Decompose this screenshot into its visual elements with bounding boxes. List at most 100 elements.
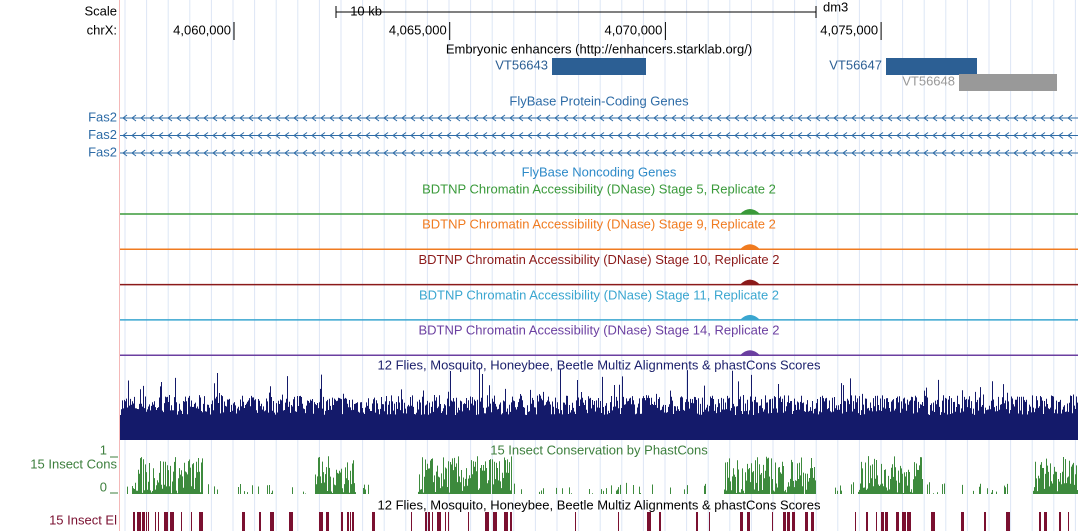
side-label: 15 Insect Cons — [30, 456, 117, 471]
axis-max: 1 — [100, 442, 107, 457]
track-title: BDTNP Chromatin Accessibility (DNase) St… — [419, 287, 779, 302]
axis-min: 0 — [100, 479, 107, 494]
conserved-element — [866, 512, 868, 531]
side-label: 15 Insect El — [49, 512, 117, 527]
conserved-element — [270, 512, 274, 531]
conserved-element — [961, 512, 964, 531]
conserved-element — [350, 512, 351, 531]
track-title: FlyBase Noncoding Genes — [522, 164, 677, 179]
conserved-element — [787, 512, 790, 531]
conserved-element — [618, 512, 619, 531]
signal-peak — [740, 350, 760, 356]
conserved-element — [984, 512, 986, 531]
conserved-element — [155, 512, 156, 531]
multiz-signal — [120, 367, 1078, 440]
enhancer — [959, 74, 1057, 91]
conserved-element — [352, 512, 354, 531]
ruler-tick-label: 4,065,000 — [389, 22, 447, 37]
conserved-element — [876, 512, 877, 531]
gene-label: Fas2 — [88, 127, 117, 142]
conserved-element — [575, 512, 576, 531]
track-title: BDTNP Chromatin Accessibility (DNase) St… — [418, 323, 779, 338]
conserved-element — [425, 512, 427, 531]
conserved-element — [158, 512, 159, 531]
assembly: dm3 — [823, 0, 848, 14]
conserved-element — [805, 512, 808, 531]
conserved-element — [259, 512, 261, 531]
conserved-element — [326, 512, 329, 531]
conserved-element — [372, 512, 375, 531]
conserved-element — [485, 512, 489, 531]
enhancer-label: VT56648 — [902, 73, 955, 88]
conserved-element — [659, 512, 661, 531]
conserved-element — [493, 512, 497, 531]
conserved-element — [199, 512, 203, 531]
ruler-tick-label: 4,060,000 — [173, 22, 231, 37]
conserved-element — [931, 512, 935, 531]
gene-strand — [122, 132, 1073, 139]
signal-peak — [740, 279, 760, 285]
conserved-element — [740, 512, 743, 531]
signal-peak — [740, 314, 760, 320]
track-title: BDTNP Chromatin Accessibility (DNase) St… — [422, 181, 776, 196]
conserved-element — [1006, 512, 1010, 531]
conserved-element — [855, 512, 856, 531]
conserved-element — [432, 512, 433, 531]
conserved-element — [709, 512, 710, 531]
signal-peak — [740, 209, 760, 214]
track-title: 15 Insect Conservation by PhastCons — [490, 442, 708, 457]
conserved-element — [907, 512, 911, 531]
phastcons-signal — [127, 456, 1078, 494]
track-title: 12 Flies, Mosquito, Honeybee, Beetle Mul… — [378, 357, 821, 372]
enhancer-label: VT56643 — [495, 57, 548, 72]
conserved-element — [772, 512, 773, 531]
track-title: FlyBase Protein-Coding Genes — [509, 93, 689, 108]
conserved-element — [468, 512, 469, 531]
conserved-element — [133, 512, 135, 531]
track-title: BDTNP Chromatin Accessibility (DNase) St… — [418, 252, 779, 267]
gene-label: Fas2 — [88, 144, 117, 159]
scale-bar-label: 10 kb — [350, 3, 382, 18]
conserved-element — [437, 512, 441, 531]
ruler-tick-label: 4,075,000 — [820, 22, 878, 37]
conserved-element — [164, 512, 168, 531]
conserved-element — [885, 512, 888, 531]
conserved-element — [445, 512, 446, 531]
conserved-element — [811, 512, 814, 531]
conserved-element — [411, 512, 412, 531]
conserved-element — [510, 512, 512, 531]
gene-strand — [122, 149, 1073, 157]
conserved-element — [137, 512, 141, 531]
conserved-element — [448, 512, 449, 531]
conserved-element — [902, 512, 906, 531]
conserved-element — [428, 512, 430, 531]
signal-peak — [740, 244, 760, 250]
track-title: 12 Flies, Mosquito, Honeybee, Beetle Mul… — [378, 497, 821, 512]
conserved-element — [146, 512, 147, 531]
conserved-element — [341, 512, 343, 531]
conserved-element — [170, 512, 174, 531]
conserved-element — [783, 512, 786, 531]
conserved-element — [148, 512, 149, 531]
conserved-element — [347, 512, 349, 531]
conserved-element — [319, 512, 323, 531]
gene-strand — [122, 114, 1073, 122]
enhancer — [552, 58, 646, 75]
scale-label: Scale — [84, 3, 117, 18]
conserved-element — [881, 512, 884, 531]
conserved-element — [191, 512, 192, 531]
conserved-element — [1068, 512, 1069, 531]
enhancer-label: VT56647 — [829, 57, 882, 72]
conserved-element — [747, 512, 750, 531]
track-title: Embryonic enhancers (http://enhancers.st… — [446, 41, 752, 56]
conserved-element — [647, 512, 651, 531]
conserved-element — [896, 512, 899, 531]
enhancer — [886, 58, 977, 75]
conserved-element — [142, 512, 145, 531]
gene-label: Fas2 — [88, 109, 117, 124]
chrom-label: chrX: — [87, 22, 117, 37]
conserved-element — [1039, 512, 1041, 531]
conserved-element — [181, 512, 182, 531]
conserved-element — [1059, 512, 1061, 531]
